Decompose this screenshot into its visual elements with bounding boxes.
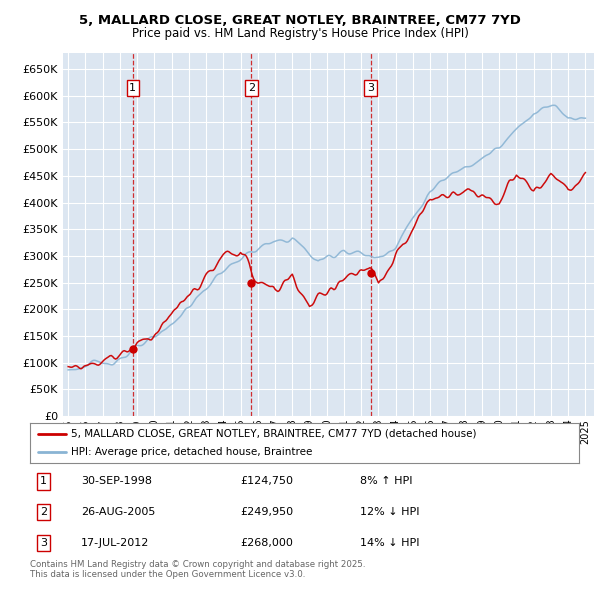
Text: 12% ↓ HPI: 12% ↓ HPI (360, 507, 419, 517)
Text: 8% ↑ HPI: 8% ↑ HPI (360, 477, 413, 486)
Text: Contains HM Land Registry data © Crown copyright and database right 2025.
This d: Contains HM Land Registry data © Crown c… (30, 560, 365, 579)
Text: £268,000: £268,000 (240, 538, 293, 548)
Text: 30-SEP-1998: 30-SEP-1998 (81, 477, 152, 486)
Text: 1: 1 (40, 477, 47, 486)
Text: 5, MALLARD CLOSE, GREAT NOTLEY, BRAINTREE, CM77 7YD: 5, MALLARD CLOSE, GREAT NOTLEY, BRAINTRE… (79, 14, 521, 27)
Text: 26-AUG-2005: 26-AUG-2005 (81, 507, 155, 517)
Text: HPI: Average price, detached house, Braintree: HPI: Average price, detached house, Brai… (71, 447, 313, 457)
Text: £249,950: £249,950 (240, 507, 293, 517)
Text: 2: 2 (248, 83, 255, 93)
Text: 5, MALLARD CLOSE, GREAT NOTLEY, BRAINTREE, CM77 7YD (detached house): 5, MALLARD CLOSE, GREAT NOTLEY, BRAINTRE… (71, 429, 476, 439)
Text: 17-JUL-2012: 17-JUL-2012 (81, 538, 149, 548)
Text: Price paid vs. HM Land Registry's House Price Index (HPI): Price paid vs. HM Land Registry's House … (131, 27, 469, 40)
Text: 2: 2 (40, 507, 47, 517)
Text: 1: 1 (130, 83, 136, 93)
Text: 3: 3 (367, 83, 374, 93)
Text: 14% ↓ HPI: 14% ↓ HPI (360, 538, 419, 548)
Text: 3: 3 (40, 538, 47, 548)
Text: £124,750: £124,750 (240, 477, 293, 486)
